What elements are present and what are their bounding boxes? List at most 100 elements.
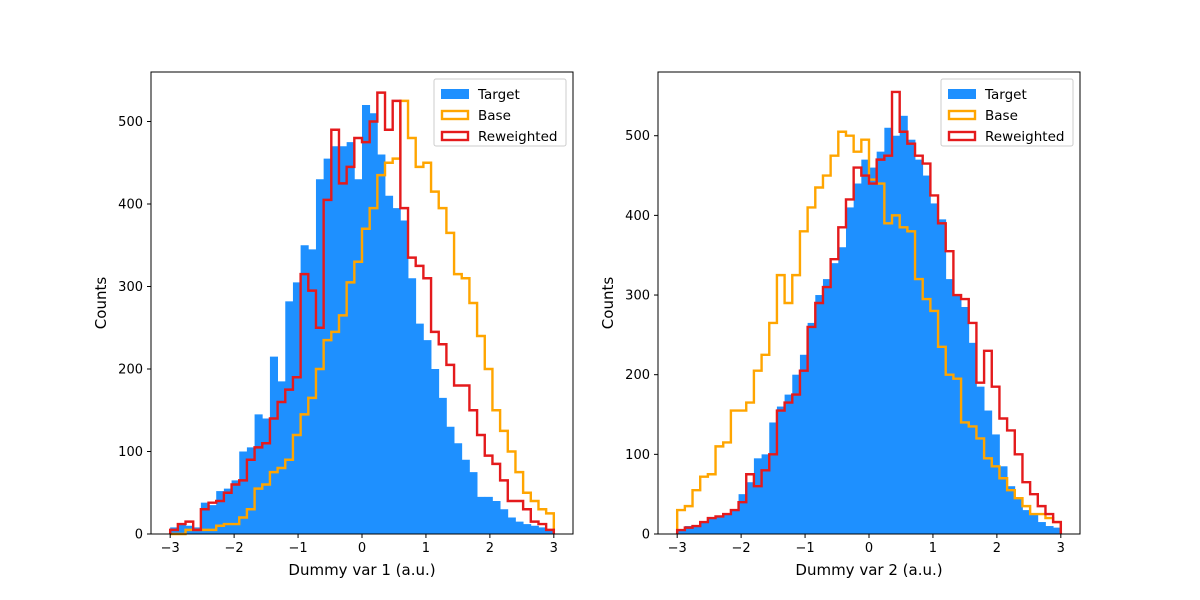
target-bar [899, 115, 908, 534]
target-bar [538, 527, 547, 534]
x-tick-label: −1 [795, 541, 814, 556]
x-axis-ticks: −3 −2 −1 0 1 2 3 [161, 534, 558, 556]
target-bar [884, 127, 893, 535]
target-bar [945, 279, 954, 534]
x-axis-label: Dummy var 1 (a.u.) [288, 561, 435, 579]
base-step-line [170, 99, 556, 536]
target-bar [723, 514, 732, 534]
target-bar [930, 203, 939, 534]
base-step-line [675, 130, 1063, 534]
target-bar [1022, 510, 1031, 534]
target-bar [177, 524, 186, 534]
x-tick-label: 1 [929, 541, 937, 556]
target-bar [530, 525, 539, 534]
target-bar [477, 496, 486, 534]
target-bar [730, 510, 739, 534]
x-tick-label: 1 [422, 541, 430, 556]
target-bar [300, 245, 309, 534]
y-axis-label: Counts [92, 277, 110, 330]
target-bar [315, 179, 325, 534]
y-tick-label: 0 [135, 528, 143, 543]
target-bar [285, 301, 294, 534]
target-bar [208, 505, 217, 534]
target-bar [853, 183, 862, 534]
y-tick-label: 300 [625, 289, 650, 304]
target-bar [753, 458, 762, 534]
histogram-panel-1: −3 −2 −1 0 1 2 3 0 100 200 300 400 500 Dummy var 1 … [92, 71, 574, 579]
target-bar [507, 517, 516, 534]
target-bar [431, 369, 440, 534]
legend-swatch [948, 89, 976, 99]
target-bar [354, 179, 363, 534]
target-bar [1007, 486, 1016, 534]
target-bar [246, 447, 255, 534]
target-bar [915, 159, 924, 534]
target-bar [385, 195, 394, 534]
y-tick-label: 300 [118, 280, 143, 295]
x-tick-label: −3 [161, 541, 180, 556]
target-bar [454, 443, 463, 534]
legend-label: Reweighted [985, 129, 1064, 145]
target-bar [892, 135, 901, 535]
target-bar [1037, 522, 1046, 534]
target-bar [861, 159, 870, 534]
target-bar [707, 518, 716, 534]
target-bar [338, 146, 348, 534]
y-tick-label: 400 [625, 209, 650, 224]
step-lines [675, 90, 1063, 534]
target-bar [761, 454, 770, 534]
target-bar [277, 381, 286, 534]
target-bar [1053, 527, 1062, 534]
legend: Target Base Reweighted [433, 78, 567, 147]
target-bar [907, 139, 916, 534]
target-bar [446, 426, 455, 534]
target-bar [323, 158, 332, 534]
y-tick-label: 0 [642, 528, 650, 543]
target-bar [953, 295, 962, 534]
target-bar [546, 529, 555, 534]
legend-swatch [440, 109, 470, 121]
target-bar [362, 105, 371, 534]
y-tick-label: 200 [118, 363, 143, 378]
target-bar [200, 502, 209, 534]
legend-label: Target [477, 87, 520, 103]
target-bar [377, 154, 386, 534]
target-bar [876, 151, 885, 535]
target-bar [461, 459, 470, 534]
legend-label: Base [478, 108, 511, 124]
target-bar [1014, 498, 1023, 534]
target-bar [784, 394, 793, 534]
legend-swatch [947, 130, 977, 142]
x-tick-label: 2 [486, 541, 494, 556]
y-tick-label: 200 [625, 368, 650, 383]
target-bar [223, 488, 232, 534]
legend-label: Reweighted [478, 129, 557, 145]
y-tick-label: 500 [625, 129, 650, 144]
x-tick-label: −2 [732, 541, 751, 556]
y-tick-label: 400 [118, 198, 143, 213]
target-bar [738, 494, 747, 534]
x-tick-label: 0 [358, 541, 366, 556]
legend-label: Base [985, 108, 1018, 124]
target-bar [700, 522, 709, 534]
target-bar [308, 249, 317, 534]
target-bar [331, 146, 340, 534]
target-bar [792, 374, 801, 534]
target-bar [999, 466, 1008, 534]
target-bars [677, 115, 1062, 535]
target-bar [692, 526, 701, 534]
y-axis-ticks: 0 100 200 300 400 500 [118, 115, 151, 543]
legend-swatch [441, 89, 469, 99]
target-bar [239, 451, 248, 534]
target-bar [216, 491, 225, 534]
reweighted-step-line [675, 90, 1063, 534]
target-bar [776, 406, 785, 534]
target-bar [423, 340, 432, 534]
target-bar [677, 530, 686, 534]
target-bar [400, 220, 409, 534]
target-bar [415, 323, 424, 534]
x-tick-label: −2 [225, 541, 244, 556]
target-bar [991, 434, 1000, 534]
x-tick-label: 3 [550, 541, 558, 556]
